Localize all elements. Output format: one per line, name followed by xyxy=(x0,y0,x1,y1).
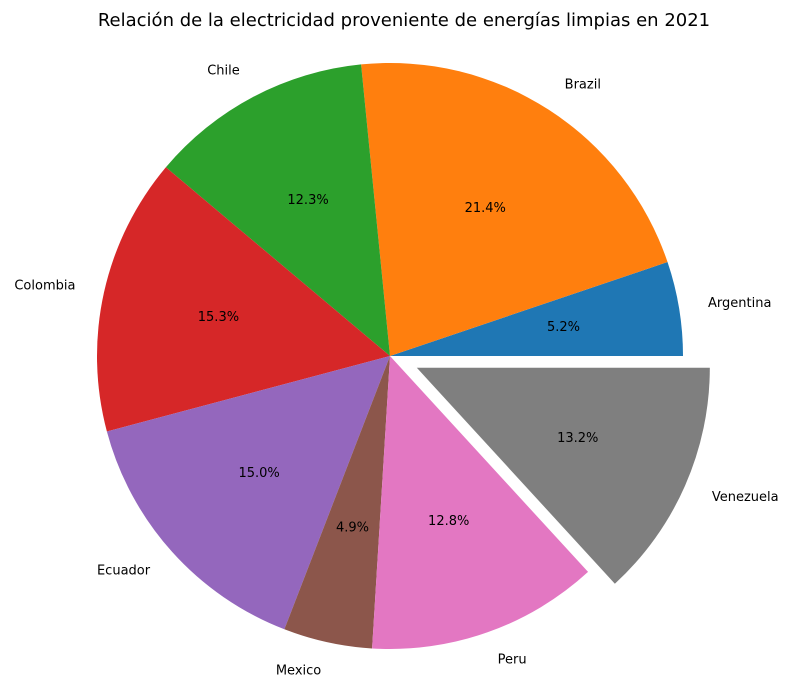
chart-title: Relación de la electricidad proveniente … xyxy=(98,10,710,31)
slice-label-ecuador: Ecuador xyxy=(97,564,151,579)
pie-labels: Argentina 5.2% Brazil 21.4% Chile 12.3% Colomb… xyxy=(14,63,778,678)
slice-percent-chile: 12.3% xyxy=(287,193,328,208)
slice-percent-ecuador: 15.0% xyxy=(238,466,279,481)
pie-slice-mexico xyxy=(284,356,390,649)
slice-label-peru: Peru xyxy=(498,652,527,667)
slice-label-colombia: Colombia xyxy=(14,278,75,293)
pie-slice-brazil xyxy=(361,62,668,356)
slice-percent-colombia: 15.3% xyxy=(198,310,239,325)
slice-label-argentina: Argentina xyxy=(708,296,771,311)
slice-label-brazil: Brazil xyxy=(565,78,601,93)
slice-label-chile: Chile xyxy=(207,63,240,78)
slice-percent-argentina: 5.2% xyxy=(547,320,580,335)
slice-percent-brazil: 21.4% xyxy=(465,201,506,216)
slice-percent-mexico: 4.9% xyxy=(336,520,369,535)
slice-label-mexico: Mexico xyxy=(276,663,321,678)
pie-slice-ecuador xyxy=(106,356,390,630)
pie-slice-chile xyxy=(165,64,390,356)
slice-label-venezuela: Venezuela xyxy=(712,490,779,505)
pie-slices xyxy=(97,62,710,650)
pie-slice-venezuela xyxy=(416,367,710,584)
pie-slice-peru xyxy=(372,356,589,650)
pie-slice-argentina xyxy=(390,262,683,356)
slice-percent-peru: 12.8% xyxy=(428,514,469,529)
slice-percent-venezuela: 13.2% xyxy=(557,431,598,446)
pie-slice-colombia xyxy=(97,167,391,432)
